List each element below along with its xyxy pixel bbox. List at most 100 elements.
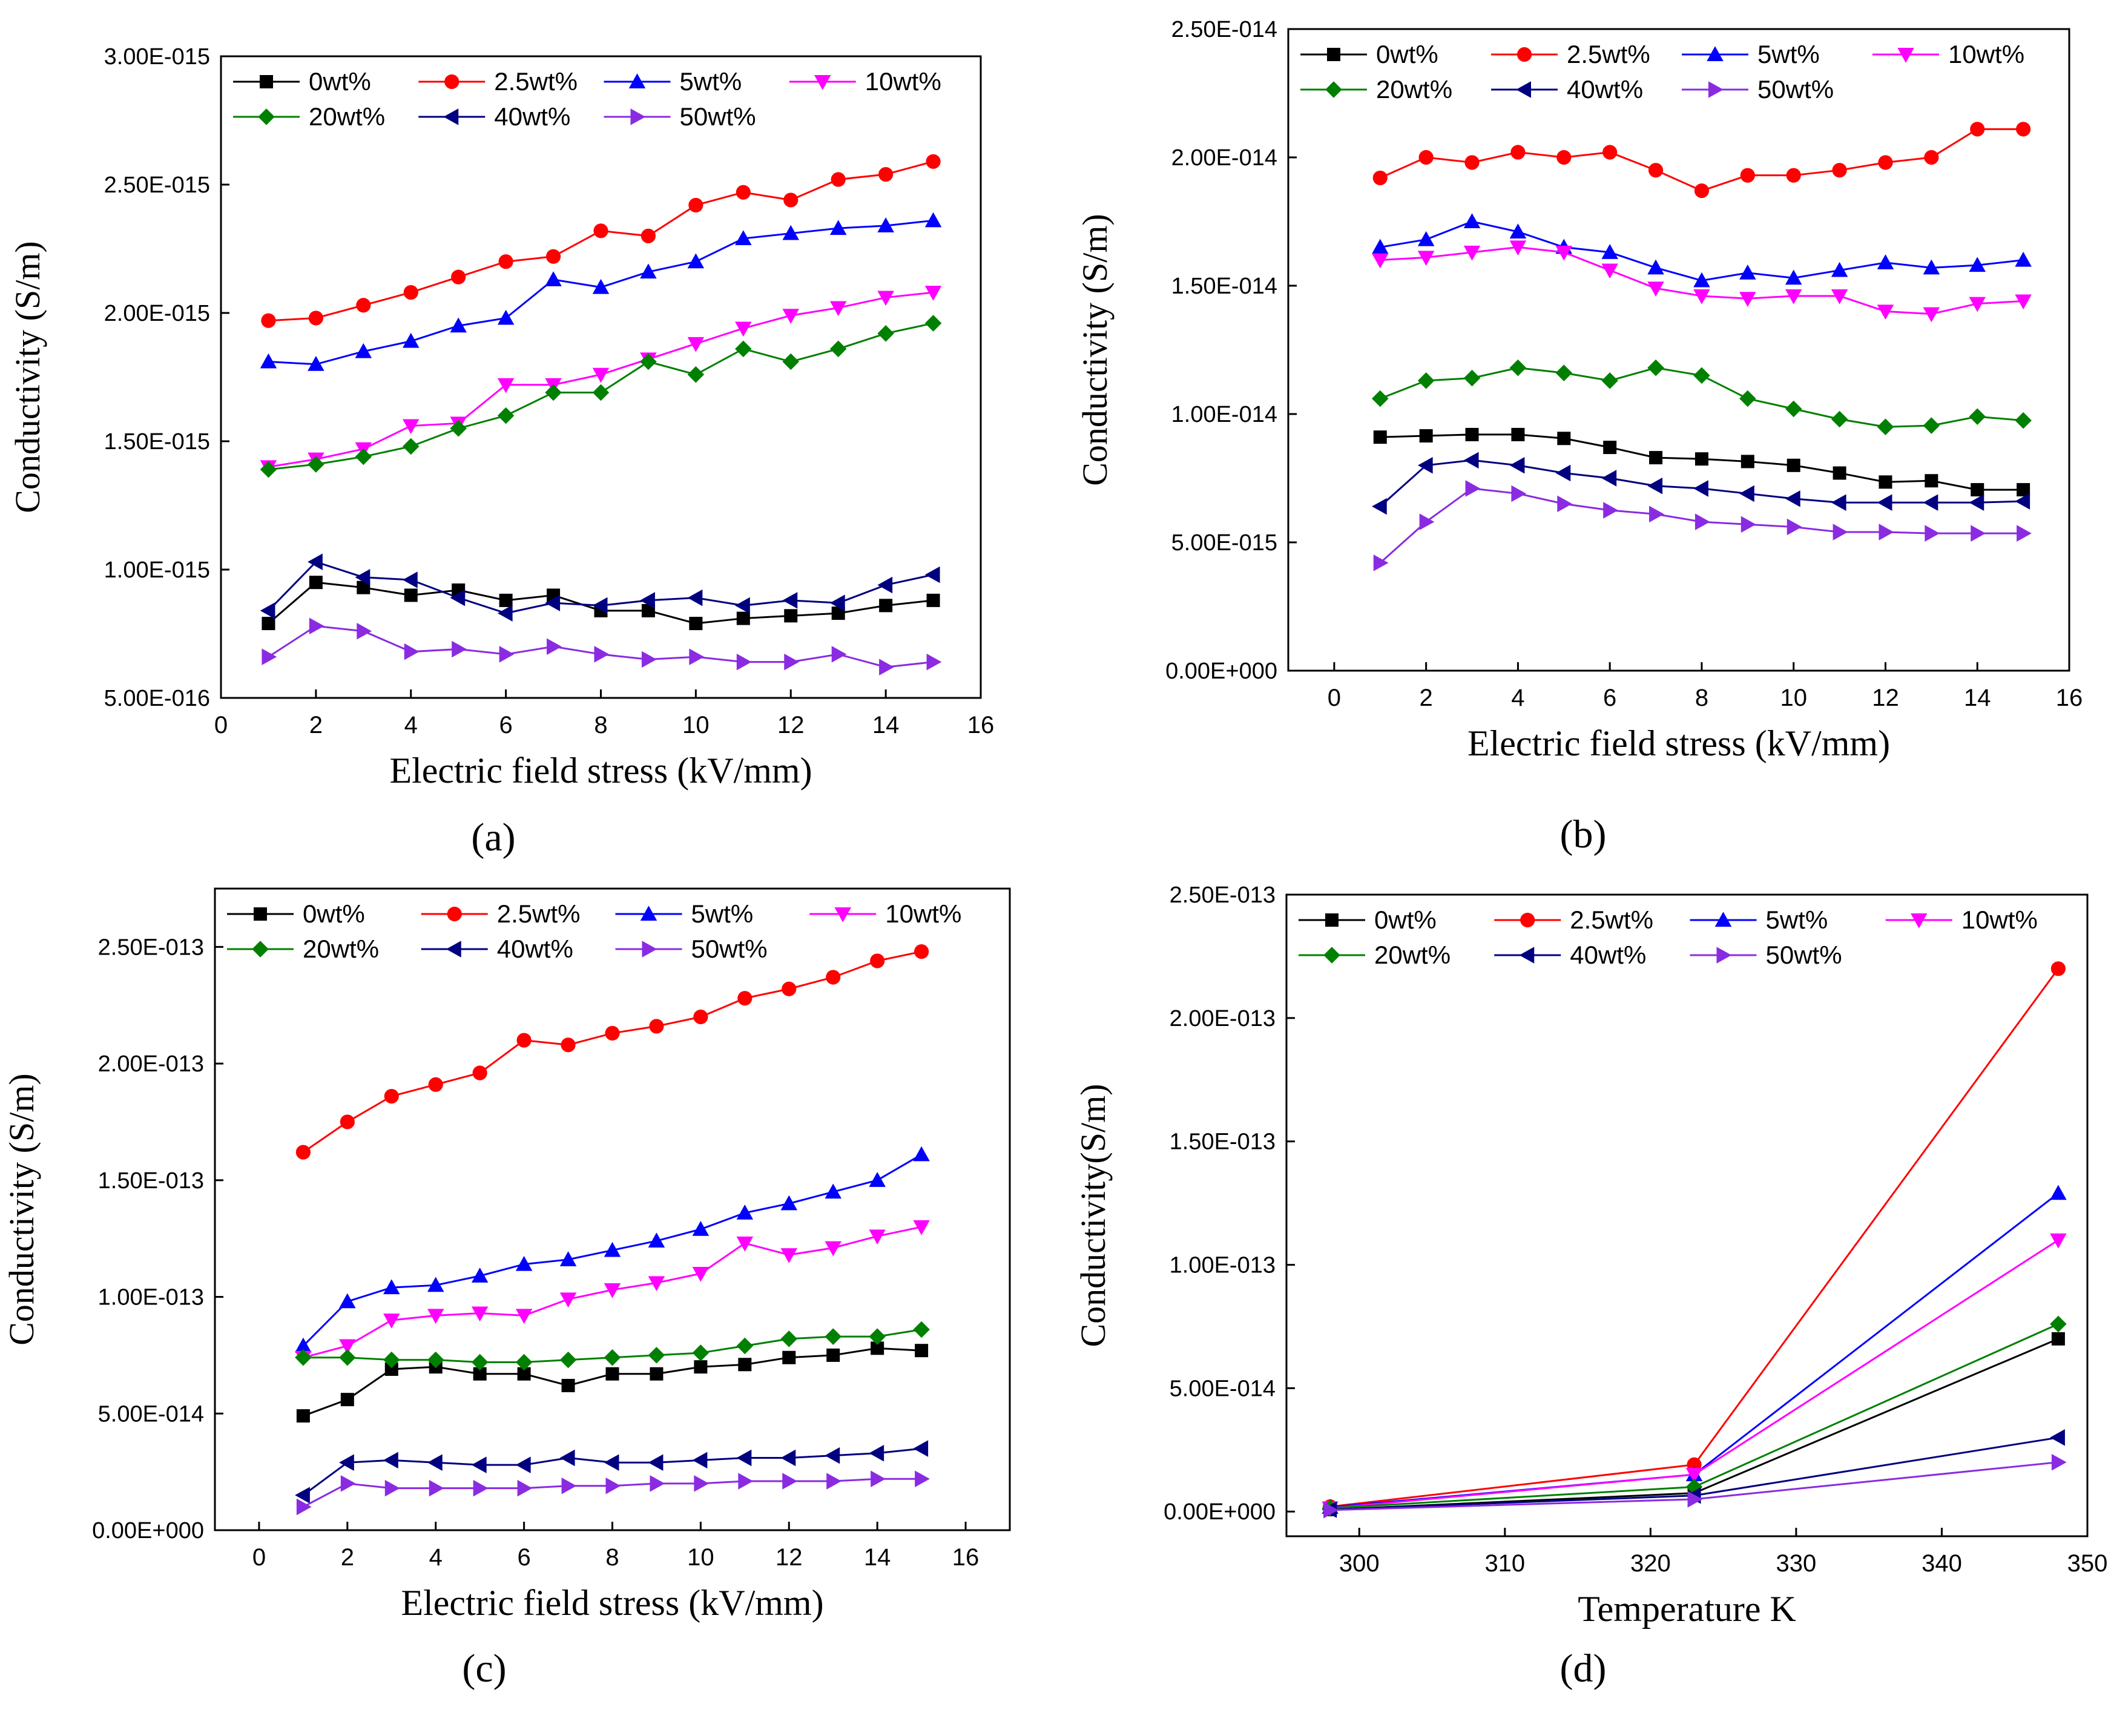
legend-item: 10wt% bbox=[1872, 40, 2024, 68]
data-point bbox=[295, 1337, 312, 1353]
data-point bbox=[592, 367, 610, 383]
legend-item: 40wt% bbox=[418, 102, 570, 131]
data-point bbox=[915, 1344, 929, 1358]
y-tick-label: 0.00E+000 bbox=[1164, 1499, 1276, 1525]
data-point bbox=[356, 298, 371, 313]
data-point bbox=[1787, 458, 1800, 472]
x-tick-label: 12 bbox=[1872, 685, 1899, 711]
data-point bbox=[471, 1353, 489, 1371]
x-tick-label: 2 bbox=[309, 712, 323, 738]
data-point bbox=[1693, 367, 1710, 384]
data-point bbox=[383, 1279, 400, 1295]
data-point bbox=[2051, 1332, 2065, 1346]
legend-marker bbox=[640, 906, 657, 921]
data-point bbox=[604, 1349, 621, 1366]
data-point bbox=[1923, 494, 1938, 511]
data-point bbox=[1647, 359, 1664, 376]
series-40wt% bbox=[295, 1440, 929, 1504]
data-point bbox=[545, 594, 561, 611]
panel-label: (c) bbox=[462, 1646, 506, 1691]
legend-label: 0wt% bbox=[303, 899, 365, 928]
data-point bbox=[339, 1454, 354, 1471]
data-point bbox=[1833, 466, 1846, 480]
x-tick-label: 14 bbox=[864, 1544, 891, 1571]
x-tick-label: 16 bbox=[2056, 685, 2083, 711]
data-point bbox=[826, 970, 841, 985]
data-point bbox=[913, 1146, 930, 1162]
data-point bbox=[592, 597, 608, 614]
data-point bbox=[1417, 457, 1433, 474]
x-tick-label: 2 bbox=[341, 1544, 354, 1571]
data-point bbox=[295, 1349, 312, 1366]
data-point bbox=[1373, 430, 1387, 444]
data-point bbox=[1739, 485, 1754, 502]
legend-marker bbox=[1323, 947, 1340, 964]
data-point bbox=[870, 953, 885, 968]
data-point bbox=[515, 1456, 531, 1473]
data-point bbox=[262, 617, 275, 631]
legend-item: 40wt% bbox=[1491, 75, 1643, 104]
data-point bbox=[403, 419, 420, 435]
x-tick-label: 10 bbox=[687, 1544, 714, 1571]
data-point bbox=[1739, 292, 1756, 307]
x-tick-label: 4 bbox=[429, 1544, 443, 1571]
data-point bbox=[262, 648, 277, 665]
series-10wt% bbox=[1372, 240, 2032, 323]
series-5wt% bbox=[295, 1146, 930, 1353]
legend-label: 20wt% bbox=[1374, 941, 1451, 969]
data-point bbox=[735, 230, 752, 246]
data-point bbox=[831, 172, 846, 187]
data-point bbox=[498, 254, 513, 269]
data-point bbox=[1463, 213, 1481, 228]
data-point bbox=[383, 1351, 400, 1369]
data-point bbox=[1647, 281, 1664, 297]
series-2.5wt% bbox=[295, 944, 929, 1160]
legend-label: 0wt% bbox=[1376, 40, 1438, 68]
data-point bbox=[738, 1473, 754, 1490]
data-point bbox=[497, 309, 515, 325]
data-point bbox=[1693, 272, 1710, 288]
legend: 0wt% 2.5wt% 5wt% 10wt% 20wt% 40wt% 50wt% bbox=[1299, 906, 2038, 969]
legend-item: 5wt% bbox=[604, 67, 742, 96]
data-point bbox=[1603, 502, 1618, 519]
data-point bbox=[1923, 259, 1940, 275]
series-50wt% bbox=[262, 617, 942, 676]
series-50wt% bbox=[1323, 1453, 2067, 1519]
data-point bbox=[869, 1445, 884, 1462]
data-point bbox=[517, 1367, 531, 1381]
data-point bbox=[1509, 223, 1527, 238]
legend-marker bbox=[1707, 46, 1724, 61]
x-tick-label: 350 bbox=[2067, 1550, 2108, 1577]
data-point bbox=[687, 253, 705, 269]
series-20wt% bbox=[295, 1321, 930, 1371]
data-point bbox=[877, 576, 893, 594]
data-point bbox=[1832, 163, 1847, 178]
data-point bbox=[783, 192, 799, 208]
data-point bbox=[309, 576, 323, 590]
data-point bbox=[1463, 369, 1481, 387]
data-point bbox=[1419, 513, 1435, 530]
legend-label: 10wt% bbox=[1961, 906, 2038, 934]
data-point bbox=[1739, 265, 1756, 280]
legend-item: 0wt% bbox=[227, 899, 365, 928]
data-point bbox=[355, 448, 372, 465]
data-point bbox=[340, 1475, 356, 1492]
y-axis-label: Conductivity (S/m) bbox=[1075, 214, 1115, 486]
y-tick-label: 1.00E-013 bbox=[98, 1285, 204, 1310]
data-point bbox=[736, 1337, 754, 1355]
data-point bbox=[829, 301, 847, 317]
data-point bbox=[1557, 495, 1573, 513]
data-point bbox=[1785, 490, 1800, 507]
data-point bbox=[1555, 245, 1573, 261]
data-point bbox=[384, 1479, 400, 1497]
data-point bbox=[1694, 452, 1708, 466]
data-point bbox=[831, 646, 847, 663]
legend-item: 10wt% bbox=[789, 67, 941, 96]
data-point bbox=[924, 286, 942, 301]
panel-label: (b) bbox=[1560, 812, 1607, 856]
data-point bbox=[784, 609, 798, 623]
data-point bbox=[1417, 251, 1435, 266]
legend-label: 0wt% bbox=[1374, 906, 1437, 934]
legend-marker bbox=[258, 108, 275, 125]
